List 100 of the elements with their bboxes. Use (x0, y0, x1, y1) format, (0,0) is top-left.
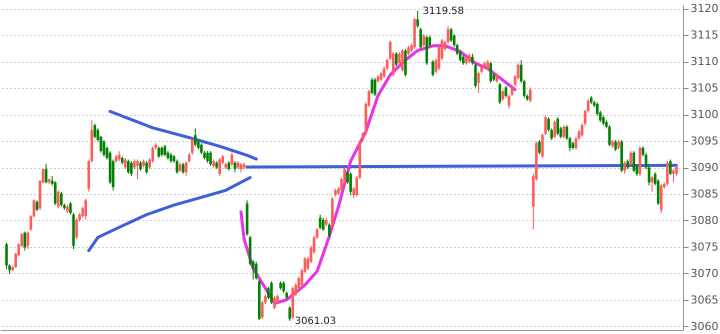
candlestick (118, 150, 120, 162)
annotation: 3119.58 (422, 6, 464, 17)
candlestick (218, 157, 221, 176)
candlestick (124, 157, 127, 170)
candlestick (623, 160, 626, 174)
candlestick (672, 168, 675, 183)
candlestick (282, 280, 285, 294)
candlestick (666, 160, 669, 186)
candlestick (650, 175, 654, 192)
candlestick (422, 34, 426, 48)
candlestick (502, 89, 504, 102)
candlestick (136, 159, 139, 180)
candlestick (477, 71, 480, 94)
candlestick (474, 62, 477, 88)
candlestick (450, 27, 452, 43)
candlestick (127, 159, 130, 174)
candlestick (170, 152, 172, 164)
candlestick (529, 87, 532, 103)
candlestick (188, 152, 191, 164)
candlestick (508, 94, 510, 110)
y-tick-label: 3095 (690, 134, 718, 148)
candlestick (267, 286, 270, 300)
candlestick (626, 159, 630, 170)
y-tick-label: 3110 (690, 55, 718, 68)
candlestick (486, 60, 489, 71)
y-tick-label: 3070 (690, 266, 718, 280)
y-tick-label: 3075 (690, 240, 718, 254)
candlestick (632, 150, 636, 173)
candlestick (553, 120, 556, 139)
candlestick (164, 144, 166, 157)
candlestick (401, 48, 404, 72)
candlestick (102, 139, 106, 157)
y-tick-label: 3115 (690, 28, 718, 42)
candlestick (608, 124, 611, 147)
candlestick (190, 138, 194, 156)
candlestick (328, 222, 331, 238)
candlestick (489, 61, 492, 84)
candlestick (254, 261, 258, 280)
annotation: 3061.03 (294, 316, 336, 327)
candlestick (504, 85, 508, 98)
candlestick (182, 162, 184, 174)
y-tick-label: 3090 (690, 161, 718, 174)
candlestick (538, 139, 541, 155)
candlestick (370, 78, 374, 95)
candlestick (288, 306, 292, 322)
candlestick (139, 160, 142, 172)
candlestick (510, 84, 514, 97)
candlestick (273, 296, 276, 310)
y-tick-label: 3085 (690, 187, 718, 200)
candlestick (36, 200, 38, 212)
candlestick (432, 60, 434, 77)
candlestick (176, 159, 178, 174)
candlestick (240, 162, 242, 173)
candlestick (562, 124, 566, 139)
candlestick (614, 139, 617, 152)
candlestick (230, 152, 234, 166)
candlestick (84, 198, 87, 220)
candlestick (471, 53, 474, 66)
candlestick (602, 115, 605, 126)
candlestick (270, 280, 273, 305)
candlestick (462, 54, 465, 66)
y-tick-label: 3105 (690, 82, 718, 95)
candlestick (419, 27, 422, 50)
candlestick (209, 150, 212, 166)
line-series (108, 110, 258, 161)
candlestick (541, 133, 544, 158)
y-tick-label: 3100 (690, 108, 718, 122)
candlestick (26, 231, 30, 250)
candlestick (206, 150, 209, 164)
candlestick (617, 139, 620, 150)
candlestick (234, 160, 236, 173)
candlestick (496, 72, 498, 84)
candlestick (349, 172, 352, 196)
candlestick (322, 217, 325, 232)
line-series (87, 176, 252, 252)
candlestick (630, 150, 632, 166)
candlestick (580, 123, 584, 138)
candlestick (94, 123, 96, 139)
candlestick (556, 116, 560, 136)
candlestick (669, 159, 672, 176)
y-tick-label: 3080 (690, 214, 718, 227)
candlestick (23, 231, 26, 252)
candlestick (194, 128, 197, 147)
candlestick (44, 163, 48, 184)
candlestick (318, 214, 322, 230)
candlestick (5, 242, 8, 270)
candlestick (184, 160, 188, 176)
candlestick (145, 160, 148, 174)
candlestick (157, 146, 160, 158)
candlestick (60, 191, 63, 208)
candlestick (498, 82, 502, 104)
candlestick (395, 52, 398, 67)
candlestick (468, 53, 471, 64)
candlestick (407, 45, 410, 56)
candlestick (178, 162, 182, 173)
candlestick (130, 160, 133, 176)
candlestick (374, 78, 376, 97)
y-tick-label: 3120 (690, 2, 718, 16)
candlestick (544, 115, 547, 136)
candlestick (69, 201, 72, 216)
